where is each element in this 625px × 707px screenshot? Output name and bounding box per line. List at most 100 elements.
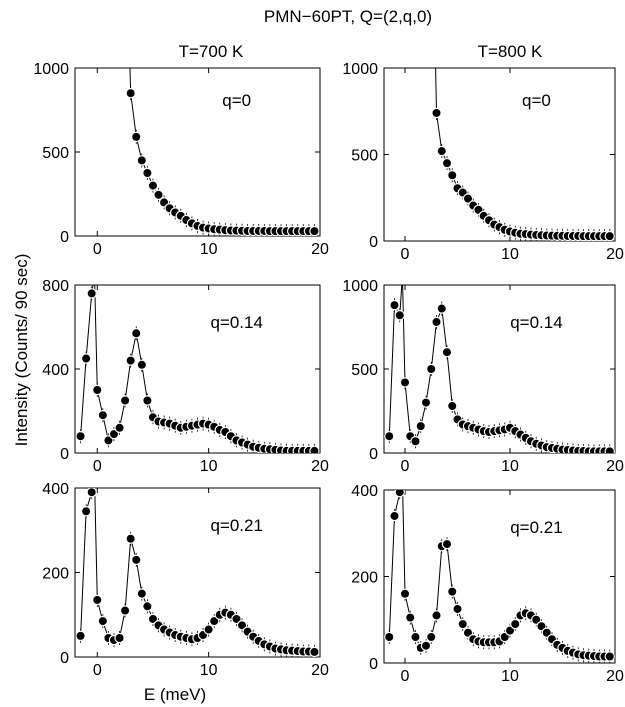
- x-tick-label: 20: [606, 668, 624, 685]
- q-annotation: q=0.21: [510, 518, 562, 537]
- data-point: [142, 167, 153, 179]
- data-point: [86, 288, 97, 299]
- y-tick-label: 0: [60, 446, 69, 463]
- data-point: [420, 640, 432, 651]
- data-point: [119, 605, 131, 616]
- y-tick-label: 1000: [342, 278, 378, 295]
- data-point: [389, 299, 400, 311]
- series-line: [129, 68, 315, 232]
- y-tick-label: 0: [369, 446, 378, 463]
- data-point: [399, 588, 411, 600]
- panel-700k-q0: 0 10 20 0 500 1000 q=0: [33, 61, 329, 258]
- data-point: [604, 446, 615, 453]
- y-tick-label: 400: [351, 483, 378, 500]
- data-point: [142, 395, 153, 406]
- x-tick-label: 20: [606, 458, 624, 475]
- y-tick-label: 500: [351, 362, 378, 379]
- data-point: [431, 316, 442, 328]
- y-tick-label: 500: [42, 145, 69, 162]
- data-point: [389, 510, 400, 522]
- data-series: [75, 488, 320, 657]
- x-tick-label: 0: [401, 668, 410, 685]
- data-point: [131, 328, 142, 339]
- data-point: [510, 618, 521, 630]
- data-point: [80, 353, 92, 364]
- x-tick-label: 0: [93, 241, 102, 258]
- data-point: [125, 355, 136, 366]
- data-point: [399, 377, 411, 388]
- panel-800k-q0: 0 10 20 0 500 1000 q=0: [342, 61, 624, 263]
- data-point: [436, 145, 447, 157]
- data-point: [431, 107, 442, 119]
- data-point: [136, 588, 148, 599]
- q-annotation: q=0.14: [510, 313, 562, 332]
- data-point: [436, 303, 447, 314]
- data-point: [153, 189, 164, 201]
- data-point: [75, 431, 86, 442]
- data-series: [384, 285, 615, 453]
- data-series: [125, 68, 320, 236]
- data-point: [131, 131, 142, 143]
- data-point: [114, 422, 125, 433]
- data-point: [136, 155, 148, 166]
- data-point: [447, 400, 458, 412]
- data-point: [452, 603, 463, 615]
- q-annotation: q=0.21: [210, 516, 262, 535]
- data-point: [410, 631, 421, 643]
- x-tick-label: 10: [200, 662, 218, 679]
- column-label-800k: T=800 K: [478, 42, 543, 61]
- data-point: [415, 420, 426, 432]
- data-point: [309, 445, 320, 453]
- series-line: [80, 488, 315, 653]
- data-point: [441, 538, 453, 550]
- data-point: [447, 170, 458, 181]
- y-tick-label: 400: [42, 362, 69, 379]
- x-tick-label: 10: [200, 458, 218, 475]
- data-point: [114, 632, 125, 644]
- x-tick-label: 20: [606, 246, 624, 263]
- column-label-700k: T=700 K: [179, 42, 244, 61]
- panel-700k-q014: 0 10 20 0 400 800 q=0.14: [42, 278, 329, 475]
- y-tick-label: 1000: [33, 61, 69, 78]
- data-point: [384, 431, 395, 442]
- y-tick-label: 0: [369, 234, 378, 251]
- x-tick-label: 20: [311, 662, 329, 679]
- data-point: [426, 631, 437, 643]
- x-axis-label: E (meV): [144, 685, 206, 704]
- data-point: [75, 630, 86, 642]
- x-tick-label: 10: [501, 668, 519, 685]
- data-point: [203, 624, 214, 635]
- data-point: [426, 363, 437, 375]
- data-series: [384, 490, 615, 663]
- data-point: [441, 347, 453, 358]
- data-point: [309, 225, 320, 236]
- data-point: [136, 359, 148, 370]
- data-point: [92, 384, 103, 396]
- x-tick-label: 20: [311, 458, 329, 475]
- q-annotation: q=0: [222, 91, 251, 110]
- data-point: [441, 157, 453, 169]
- data-point: [131, 554, 142, 566]
- y-tick-label: 500: [351, 148, 378, 165]
- x-tick-label: 10: [501, 458, 519, 475]
- x-tick-label: 0: [93, 662, 102, 679]
- axes-frame: [383, 67, 616, 242]
- x-tick-label: 10: [501, 246, 519, 263]
- data-point: [447, 586, 458, 597]
- data-point: [420, 397, 432, 408]
- y-tick-label: 0: [60, 229, 69, 246]
- data-point: [431, 610, 442, 621]
- series-line: [435, 68, 610, 237]
- x-tick-label: 0: [93, 458, 102, 475]
- data-point: [97, 615, 109, 627]
- data-point: [384, 631, 395, 643]
- x-tick-label: 10: [200, 241, 218, 258]
- data-series: [431, 68, 615, 241]
- data-point: [119, 395, 131, 406]
- panel-800k-q014: 0 10 20 0 500 1000 q=0.14: [342, 278, 624, 475]
- y-tick-label: 200: [42, 566, 69, 583]
- data-point: [604, 651, 615, 662]
- data-point: [309, 646, 320, 657]
